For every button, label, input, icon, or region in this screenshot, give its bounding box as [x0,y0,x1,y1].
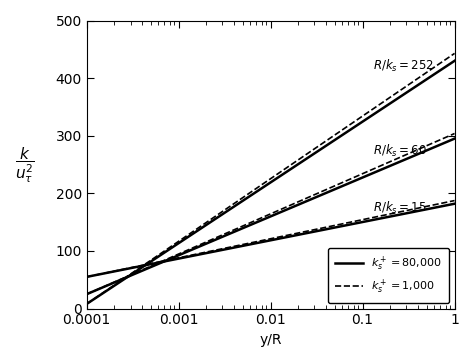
Legend: $k_s^+ = 80{,}000$, $k_s^+ = 1{,}000$: $k_s^+ = 80{,}000$, $k_s^+ = 1{,}000$ [328,248,449,303]
X-axis label: y/R: y/R [259,333,282,347]
Text: $R/k_s = 252$: $R/k_s = 252$ [373,58,434,73]
Text: $R/k_s = 15$: $R/k_s = 15$ [373,200,427,216]
Y-axis label: $\dfrac{k}{u_\tau^2}$: $\dfrac{k}{u_\tau^2}$ [15,144,35,185]
Text: $R/k_s = 60$: $R/k_s = 60$ [373,143,427,159]
